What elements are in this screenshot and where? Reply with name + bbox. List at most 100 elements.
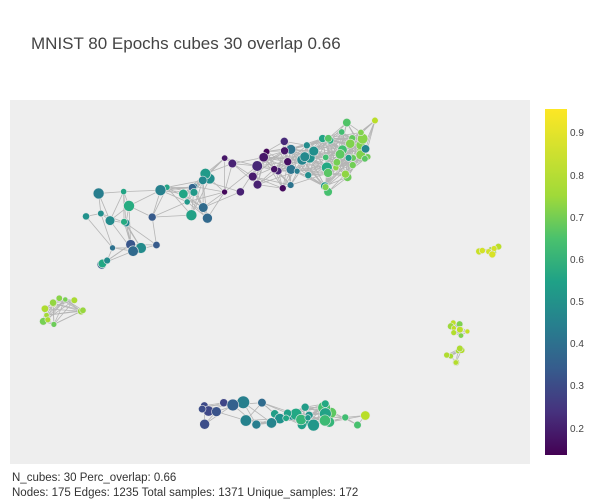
graph-node[interactable] bbox=[271, 166, 278, 173]
graph-edge bbox=[152, 202, 187, 217]
graph-node[interactable] bbox=[220, 399, 228, 407]
graph-node[interactable] bbox=[105, 216, 115, 226]
graph-node[interactable] bbox=[324, 168, 333, 177]
graph-node[interactable] bbox=[284, 158, 292, 166]
graph-node[interactable] bbox=[305, 415, 311, 421]
graph-node[interactable] bbox=[321, 400, 329, 408]
graph-node[interactable] bbox=[453, 360, 458, 365]
graph-node[interactable] bbox=[252, 161, 263, 172]
graph-node[interactable] bbox=[346, 139, 355, 148]
graph-node[interactable] bbox=[465, 329, 470, 334]
graph-node[interactable] bbox=[98, 210, 105, 217]
graph-node[interactable] bbox=[198, 176, 207, 185]
graph-node[interactable] bbox=[457, 326, 464, 333]
graph-node[interactable] bbox=[253, 180, 262, 189]
graph-node[interactable] bbox=[186, 210, 197, 221]
graph-node[interactable] bbox=[71, 297, 78, 304]
graph-node[interactable] bbox=[283, 415, 290, 422]
graph-node[interactable] bbox=[41, 305, 48, 312]
graph-node[interactable] bbox=[45, 317, 51, 323]
graph-node[interactable] bbox=[228, 159, 237, 168]
graph-node[interactable] bbox=[287, 182, 294, 189]
graph-node[interactable] bbox=[258, 398, 267, 407]
graph-node[interactable] bbox=[179, 189, 188, 198]
graph-node[interactable] bbox=[322, 184, 329, 191]
graph-node[interactable] bbox=[148, 213, 156, 221]
graph-node[interactable] bbox=[305, 172, 312, 179]
graph-node[interactable] bbox=[128, 246, 139, 257]
graph-node[interactable] bbox=[63, 297, 68, 302]
graph-node[interactable] bbox=[184, 199, 190, 205]
graph-node[interactable] bbox=[489, 251, 496, 258]
graph-node[interactable] bbox=[198, 405, 206, 413]
graph-node[interactable] bbox=[227, 399, 239, 411]
colorbar-tick-label: 0.2 bbox=[570, 424, 584, 435]
graph-node[interactable] bbox=[124, 200, 135, 211]
graph-node[interactable] bbox=[212, 407, 222, 417]
graph-node[interactable] bbox=[202, 213, 212, 223]
mapper-graph[interactable] bbox=[10, 100, 530, 464]
graph-node[interactable] bbox=[345, 154, 352, 161]
graph-node[interactable] bbox=[221, 155, 227, 161]
graph-node[interactable] bbox=[294, 168, 300, 174]
graph-edge bbox=[152, 215, 191, 217]
graph-plot-area[interactable] bbox=[10, 100, 530, 464]
graph-node[interactable] bbox=[51, 321, 57, 327]
graph-node[interactable] bbox=[222, 189, 228, 195]
graph-node[interactable] bbox=[303, 142, 310, 149]
graph-node[interactable] bbox=[50, 299, 57, 306]
colorbar-tick-label: 0.5 bbox=[570, 297, 584, 308]
graph-node[interactable] bbox=[372, 117, 379, 124]
graph-node[interactable] bbox=[451, 330, 457, 336]
graph-node[interactable] bbox=[198, 203, 208, 213]
graph-node[interactable] bbox=[200, 419, 210, 429]
graph-node[interactable] bbox=[308, 419, 320, 431]
graph-node[interactable] bbox=[80, 307, 86, 313]
graph-node[interactable] bbox=[237, 396, 250, 409]
graph-node[interactable] bbox=[458, 333, 463, 338]
graph-node[interactable] bbox=[93, 188, 104, 199]
graph-node[interactable] bbox=[301, 403, 309, 411]
graph-node[interactable] bbox=[82, 213, 89, 220]
colorbar-tick-label: 0.8 bbox=[570, 171, 584, 182]
graph-node[interactable] bbox=[155, 185, 166, 196]
graph-node[interactable] bbox=[121, 218, 128, 225]
graph-node[interactable] bbox=[121, 188, 127, 194]
graph-node[interactable] bbox=[457, 345, 464, 352]
graph-node[interactable] bbox=[335, 149, 345, 159]
graph-node[interactable] bbox=[479, 247, 485, 253]
graph-node[interactable] bbox=[56, 295, 62, 301]
graph-node[interactable] bbox=[248, 172, 257, 181]
graph-node[interactable] bbox=[104, 257, 111, 264]
graph-node[interactable] bbox=[236, 188, 244, 196]
graph-node[interactable] bbox=[354, 421, 362, 429]
colorbar-tick-label: 0.9 bbox=[570, 128, 584, 139]
graph-node[interactable] bbox=[281, 147, 289, 155]
graph-node[interactable] bbox=[252, 420, 261, 429]
graph-node[interactable] bbox=[444, 352, 450, 358]
graph-node[interactable] bbox=[323, 154, 329, 160]
graph-node[interactable] bbox=[190, 188, 198, 196]
graph-node[interactable] bbox=[325, 135, 333, 143]
graph-node[interactable] bbox=[358, 129, 364, 135]
graph-node[interactable] bbox=[259, 153, 268, 162]
graph-node[interactable] bbox=[361, 145, 369, 153]
graph-node[interactable] bbox=[341, 170, 349, 178]
graph-node[interactable] bbox=[343, 118, 351, 126]
graph-node[interactable] bbox=[296, 414, 307, 425]
graph-node[interactable] bbox=[300, 152, 310, 162]
graph-node[interactable] bbox=[349, 162, 356, 169]
graph-node[interactable] bbox=[319, 415, 330, 426]
graph-node[interactable] bbox=[338, 129, 344, 135]
graph-node[interactable] bbox=[362, 156, 369, 163]
graph-node[interactable] bbox=[153, 241, 160, 248]
graph-node[interactable] bbox=[361, 411, 370, 420]
graph-node[interactable] bbox=[333, 158, 341, 166]
graph-node[interactable] bbox=[279, 185, 286, 192]
graph-node[interactable] bbox=[240, 415, 251, 426]
graph-node[interactable] bbox=[280, 137, 288, 145]
graph-node[interactable] bbox=[266, 418, 276, 428]
graph-node[interactable] bbox=[309, 146, 319, 156]
graph-node[interactable] bbox=[110, 245, 116, 251]
graph-node[interactable] bbox=[342, 414, 349, 421]
